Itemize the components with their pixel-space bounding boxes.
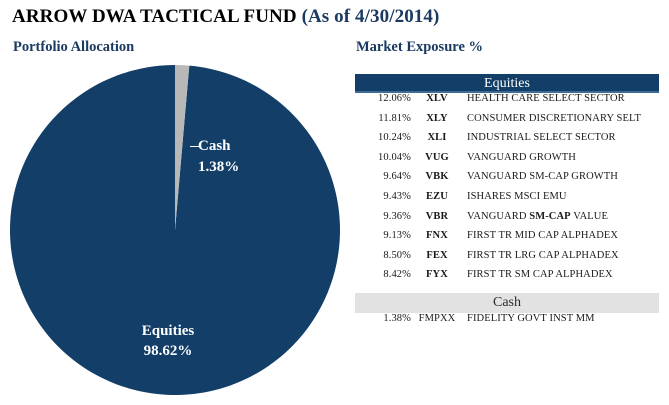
table-row: 10.04% VUG VANGUARD GROWTH bbox=[355, 152, 659, 172]
table-row: 9.36% VBR VANGUARD SM-CAP VALUE bbox=[355, 211, 659, 231]
table-row: 12.06% XLV HEALTH CARE SELECT SECTOR bbox=[355, 93, 659, 113]
equities-holdings-list: 12.06% XLV HEALTH CARE SELECT SECTOR 11.81%… bbox=[355, 93, 659, 289]
table-row: 9.64% VBK VANGUARD SM-CAP GROWTH bbox=[355, 171, 659, 191]
holding-ticker: FYX bbox=[426, 269, 448, 281]
holding-percent: 10.04% bbox=[378, 151, 411, 163]
cash-holdings-list: 1.38% FMPXX FIDELITY GOVT INST MM bbox=[355, 313, 659, 333]
fund-name: ARROW DWA TACTICAL FUND bbox=[12, 6, 297, 27]
portfolio-allocation-pie-chart: Cash 1.38% Equities 98.62% bbox=[8, 63, 342, 397]
table-band-cash: Cash bbox=[355, 292, 659, 313]
table-band-equities: Equities bbox=[355, 74, 659, 93]
holding-ticker: FNX bbox=[426, 230, 448, 242]
holding-name: CONSUMER DISCRETIONARY SELT bbox=[467, 112, 642, 124]
holding-percent: 11.81% bbox=[378, 112, 411, 124]
holding-percent: 8.42% bbox=[383, 269, 411, 281]
table-row: 1.38% FMPXX FIDELITY GOVT INST MM bbox=[355, 313, 659, 333]
holding-name: HEALTH CARE SELECT SECTOR bbox=[467, 93, 625, 104]
holding-percent: 1.38% bbox=[383, 312, 411, 324]
holding-percent: 8.50% bbox=[383, 249, 411, 261]
pie-slice-cash bbox=[175, 65, 190, 230]
as-of-date: (As of 4/30/2014) bbox=[301, 6, 440, 27]
holding-percent: 9.64% bbox=[383, 171, 411, 183]
holding-ticker: EZU bbox=[426, 190, 448, 202]
holding-percent: 12.06% bbox=[378, 93, 411, 104]
holding-ticker: FMPXX bbox=[418, 312, 456, 324]
table-row: 8.42% FYX FIRST TR SM CAP ALPHADEX bbox=[355, 269, 659, 289]
holding-name: VANGUARD SM-CAP GROWTH bbox=[467, 171, 618, 183]
table-row: 8.50% FEX FIRST TR LRG CAP ALPHADEX bbox=[355, 250, 659, 270]
table-row: 9.13% FNX FIRST TR MID CAP ALPHADEX bbox=[355, 230, 659, 250]
holding-ticker: VBK bbox=[425, 171, 449, 183]
holding-percent: 9.36% bbox=[383, 210, 411, 222]
holding-ticker: XLI bbox=[427, 132, 447, 144]
holding-name: FIRST TR MID CAP ALPHADEX bbox=[467, 230, 619, 242]
holding-percent: 9.13% bbox=[383, 230, 411, 242]
table-row: 11.81% XLY CONSUMER DISCRETIONARY SELT bbox=[355, 113, 659, 133]
holding-name: VANGUARD GROWTH bbox=[467, 151, 576, 163]
holding-name: FIDELITY GOVT INST MM bbox=[467, 312, 595, 324]
pie-svg bbox=[9, 65, 340, 396]
holding-name: ISHARES MSCI EMU bbox=[467, 190, 567, 202]
pie-slice-equities bbox=[9, 65, 340, 396]
market-exposure-heading: Market Exposure % bbox=[356, 39, 484, 55]
table-row: 10.24% XLI INDUSTRIAL SELECT SECTOR bbox=[355, 132, 659, 152]
portfolio-allocation-heading: Portfolio Allocation bbox=[13, 39, 135, 55]
holding-ticker: VUG bbox=[425, 151, 449, 163]
holding-ticker: XLV bbox=[426, 93, 448, 104]
holding-percent: 10.24% bbox=[378, 132, 411, 144]
holding-percent: 9.43% bbox=[383, 190, 411, 202]
holding-ticker: VBR bbox=[425, 210, 449, 222]
page-title: ARROW DWA TACTICAL FUND (As of 4/30/2014… bbox=[12, 6, 439, 28]
pie-leader-line bbox=[190, 146, 199, 147]
holding-ticker: XLY bbox=[426, 112, 448, 124]
holding-name: FIRST TR LRG CAP ALPHADEX bbox=[467, 249, 619, 261]
table-row: 9.43% EZU ISHARES MSCI EMU bbox=[355, 191, 659, 211]
holding-name: INDUSTRIAL SELECT SECTOR bbox=[467, 132, 616, 144]
market-exposure-table: Equities 12.06% XLV HEALTH CARE SELECT SEC… bbox=[355, 74, 659, 333]
holding-name: FIRST TR SM CAP ALPHADEX bbox=[467, 269, 613, 281]
holding-name: VANGUARD SM-CAP VALUE bbox=[467, 210, 608, 222]
holding-ticker: FEX bbox=[426, 249, 448, 261]
